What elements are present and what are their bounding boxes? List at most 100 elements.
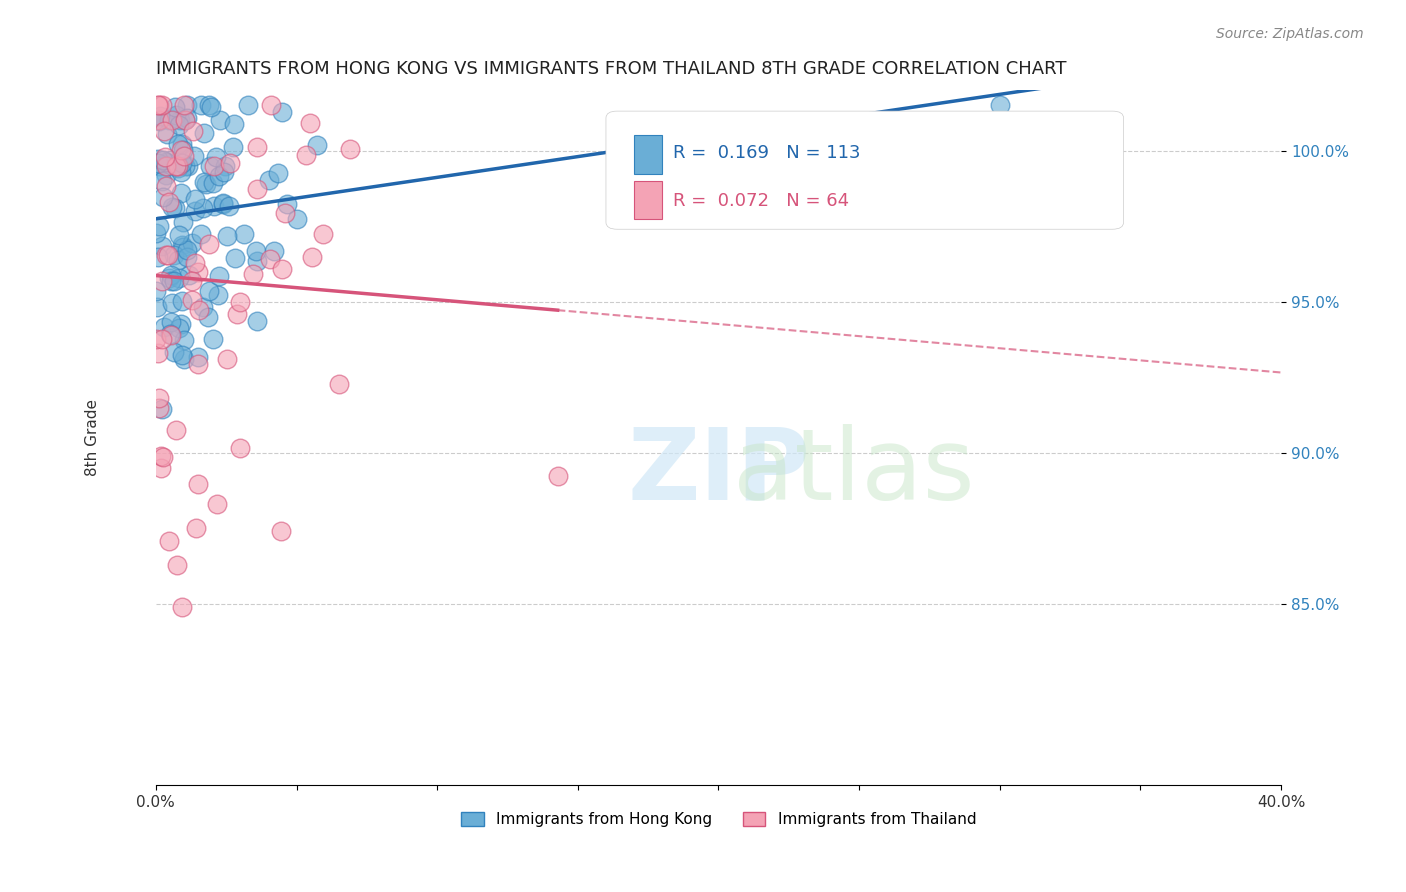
Point [169, 113, 191, 128]
Point [222, 117, 245, 131]
Point [165, 159, 187, 173]
Point [153, 124, 176, 138]
Point [295, 148, 318, 162]
Point [173, 352, 195, 367]
Point [988, 98, 1011, 112]
Text: R =  0.169   N = 113: R = 0.169 N = 113 [673, 144, 860, 161]
Point [195, 177, 218, 191]
Point [165, 108, 187, 122]
Point [207, 497, 229, 511]
Point [225, 307, 247, 321]
Point [197, 237, 219, 252]
Point [152, 153, 174, 168]
Point [176, 250, 198, 264]
Point [145, 226, 167, 240]
Text: R =  0.072   N = 64: R = 0.072 N = 64 [673, 193, 849, 211]
Point [155, 159, 177, 173]
Text: Source: ZipAtlas.com: Source: ZipAtlas.com [1216, 27, 1364, 41]
Point [169, 227, 191, 242]
Point [170, 144, 193, 158]
Point [155, 179, 177, 194]
Point [276, 196, 298, 211]
Point [162, 344, 184, 359]
Point [148, 391, 170, 405]
Point [152, 190, 174, 204]
Point [167, 161, 190, 175]
Point [204, 199, 226, 213]
Point [229, 294, 252, 309]
Point [181, 274, 204, 288]
Point [202, 159, 225, 173]
Point [172, 156, 194, 170]
Point [218, 155, 240, 169]
Point [174, 113, 197, 128]
Point [167, 159, 190, 173]
Point [160, 296, 183, 310]
Point [157, 195, 180, 210]
Point [339, 142, 361, 156]
Legend: Immigrants from Hong Kong, Immigrants from Thailand: Immigrants from Hong Kong, Immigrants fr… [454, 805, 983, 833]
Point [180, 293, 202, 307]
Point [246, 182, 269, 196]
Point [159, 153, 181, 168]
Point [198, 98, 221, 112]
Point [285, 212, 308, 227]
FancyBboxPatch shape [606, 112, 1123, 229]
Point [170, 136, 193, 151]
Point [155, 248, 177, 262]
Point [184, 256, 207, 270]
Point [311, 227, 333, 242]
Point [146, 300, 169, 314]
Point [242, 267, 264, 281]
Point [198, 159, 221, 173]
Point [170, 186, 193, 201]
Point [170, 165, 193, 179]
Point [160, 268, 183, 282]
Point [167, 320, 190, 334]
Point [146, 98, 169, 112]
Point [176, 98, 198, 112]
Point [160, 113, 183, 128]
Point [183, 149, 205, 163]
Point [150, 461, 173, 475]
Point [236, 98, 259, 112]
Point [176, 243, 198, 257]
Point [150, 239, 173, 253]
Point [200, 100, 222, 114]
Point [159, 270, 181, 285]
Point [246, 314, 269, 328]
Point [170, 348, 193, 362]
Point [167, 252, 190, 267]
Point [148, 98, 170, 112]
Point [187, 351, 209, 365]
Point [160, 315, 183, 329]
Text: IMMIGRANTS FROM HONG KONG VS IMMIGRANTS FROM THAILAND 8TH GRADE CORRELATION CHAR: IMMIGRANTS FROM HONG KONG VS IMMIGRANTS … [156, 60, 1066, 78]
Point [167, 118, 190, 132]
Point [150, 98, 173, 112]
Point [165, 100, 187, 114]
Point [208, 268, 231, 283]
Point [148, 401, 170, 415]
Point [163, 274, 186, 288]
Point [162, 200, 184, 214]
Point [159, 326, 181, 341]
Text: atlas: atlas [733, 424, 974, 521]
Point [160, 275, 183, 289]
Point [547, 469, 569, 483]
Point [197, 310, 219, 324]
Point [148, 219, 170, 234]
Point [212, 165, 235, 179]
Point [207, 287, 229, 301]
Point [214, 159, 236, 173]
Point [180, 235, 202, 250]
Bar [634, 136, 662, 174]
Point [172, 293, 194, 308]
Point [193, 201, 215, 215]
Point [152, 450, 174, 465]
Point [198, 285, 221, 299]
Point [232, 227, 254, 241]
Point [165, 159, 187, 173]
Point [172, 599, 194, 614]
Point [267, 166, 290, 180]
Point [172, 238, 194, 252]
